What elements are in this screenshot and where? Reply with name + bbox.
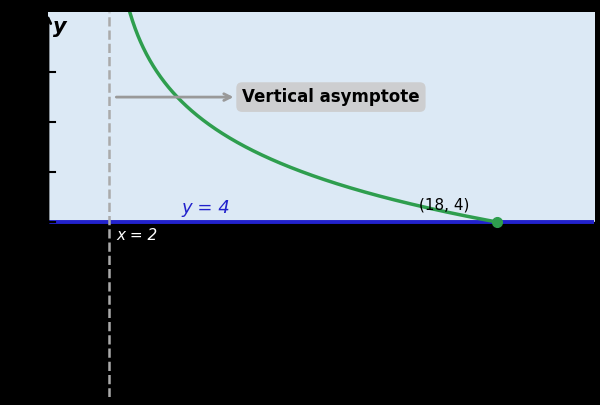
Text: y = 4: y = 4 — [181, 199, 230, 217]
Text: y: y — [53, 17, 67, 37]
Text: Vertical asymptote: Vertical asymptote — [116, 88, 420, 106]
Text: (18, 4): (18, 4) — [419, 198, 470, 213]
Text: x = 2: x = 2 — [116, 228, 157, 243]
